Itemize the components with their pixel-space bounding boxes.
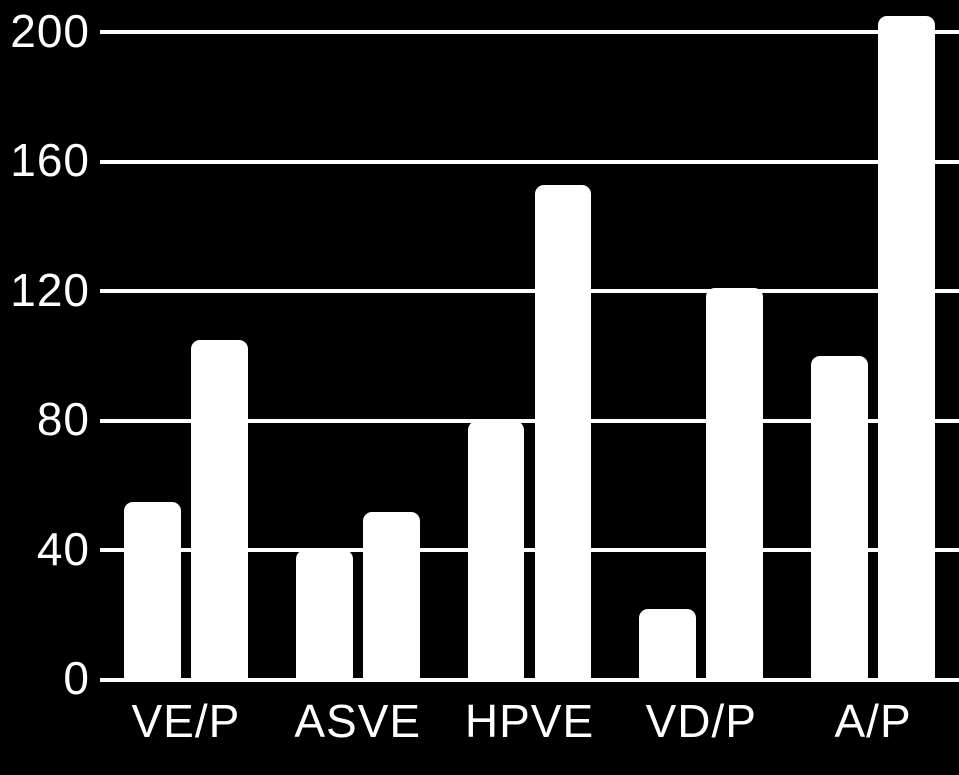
bar: [535, 185, 592, 680]
bar: [468, 421, 525, 680]
y-tick-label: 200: [0, 4, 90, 58]
gridline: [100, 160, 959, 164]
bar: [363, 512, 420, 680]
x-tick-label: A/P: [787, 694, 959, 748]
bar: [639, 609, 696, 680]
y-tick-label: 120: [0, 263, 90, 317]
x-tick-label: VE/P: [100, 694, 272, 748]
x-tick-label: ASVE: [272, 694, 444, 748]
gridline: [100, 30, 959, 34]
bar: [191, 340, 248, 680]
y-tick-label: 80: [0, 392, 90, 446]
x-tick-label: VD/P: [615, 694, 787, 748]
y-tick-label: 160: [0, 133, 90, 187]
bar: [706, 288, 763, 680]
gridline: [100, 289, 959, 293]
plot-area: [100, 0, 959, 680]
bar: [296, 550, 353, 680]
bar: [124, 502, 181, 680]
chart-root: 0 40 80 120 160 200 VE/PASVEHPVEVD/PA/P: [0, 0, 959, 775]
bar: [811, 356, 868, 680]
y-tick-label: 0: [0, 651, 90, 705]
y-tick-label: 40: [0, 522, 90, 576]
x-tick-label: HPVE: [444, 694, 616, 748]
bar: [878, 16, 935, 680]
